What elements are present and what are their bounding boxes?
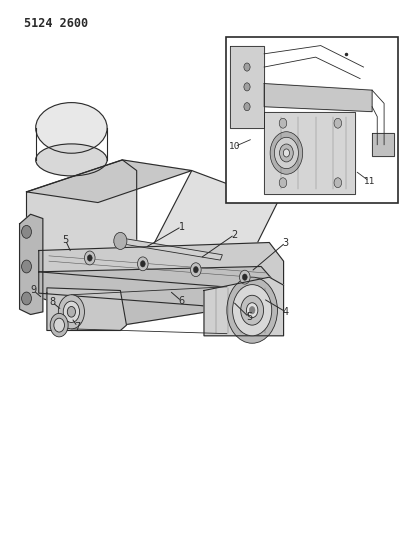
Polygon shape xyxy=(264,84,372,112)
Polygon shape xyxy=(20,214,43,314)
Ellipse shape xyxy=(36,102,107,154)
Polygon shape xyxy=(230,45,264,128)
Circle shape xyxy=(84,251,95,265)
Circle shape xyxy=(279,178,287,188)
Circle shape xyxy=(87,255,92,261)
Circle shape xyxy=(241,295,264,325)
Polygon shape xyxy=(47,288,126,330)
Polygon shape xyxy=(27,160,192,203)
Circle shape xyxy=(63,301,80,322)
Circle shape xyxy=(249,306,255,314)
Polygon shape xyxy=(27,160,137,293)
Polygon shape xyxy=(114,237,222,260)
Text: 5: 5 xyxy=(246,312,252,322)
Circle shape xyxy=(283,149,290,157)
Circle shape xyxy=(239,270,250,284)
Circle shape xyxy=(227,277,277,343)
Circle shape xyxy=(193,266,198,273)
Circle shape xyxy=(334,178,341,188)
Circle shape xyxy=(279,144,293,162)
Polygon shape xyxy=(39,266,277,310)
Circle shape xyxy=(137,257,148,271)
Text: 1: 1 xyxy=(178,222,185,231)
Polygon shape xyxy=(204,277,284,336)
Text: 9: 9 xyxy=(30,286,37,295)
Polygon shape xyxy=(39,243,284,290)
Text: 7: 7 xyxy=(74,322,81,332)
Text: 5124 2600: 5124 2600 xyxy=(24,17,89,30)
Circle shape xyxy=(242,274,247,280)
Circle shape xyxy=(244,63,250,71)
Bar xyxy=(226,37,398,203)
Text: 3: 3 xyxy=(282,238,289,247)
Circle shape xyxy=(50,313,68,337)
Circle shape xyxy=(270,132,303,174)
Circle shape xyxy=(22,260,31,273)
Text: 6: 6 xyxy=(178,296,185,306)
Circle shape xyxy=(22,292,31,305)
Text: 5: 5 xyxy=(62,235,69,245)
Circle shape xyxy=(22,225,31,238)
Polygon shape xyxy=(264,112,355,195)
Circle shape xyxy=(334,118,341,128)
Text: 11: 11 xyxy=(364,177,375,185)
Circle shape xyxy=(275,138,298,168)
Circle shape xyxy=(244,103,250,111)
Circle shape xyxy=(191,263,201,277)
Circle shape xyxy=(54,318,64,332)
Polygon shape xyxy=(27,293,224,325)
Circle shape xyxy=(67,306,75,317)
Ellipse shape xyxy=(36,144,107,176)
Circle shape xyxy=(246,303,258,318)
Text: 4: 4 xyxy=(282,307,289,317)
Circle shape xyxy=(114,232,127,249)
Circle shape xyxy=(58,295,84,329)
Circle shape xyxy=(140,261,145,267)
Text: 10: 10 xyxy=(229,142,240,151)
Polygon shape xyxy=(372,133,395,156)
Text: 2: 2 xyxy=(231,230,238,239)
Circle shape xyxy=(279,118,287,128)
Circle shape xyxy=(233,285,272,336)
Circle shape xyxy=(244,83,250,91)
Polygon shape xyxy=(137,171,277,309)
Text: 8: 8 xyxy=(49,297,55,307)
